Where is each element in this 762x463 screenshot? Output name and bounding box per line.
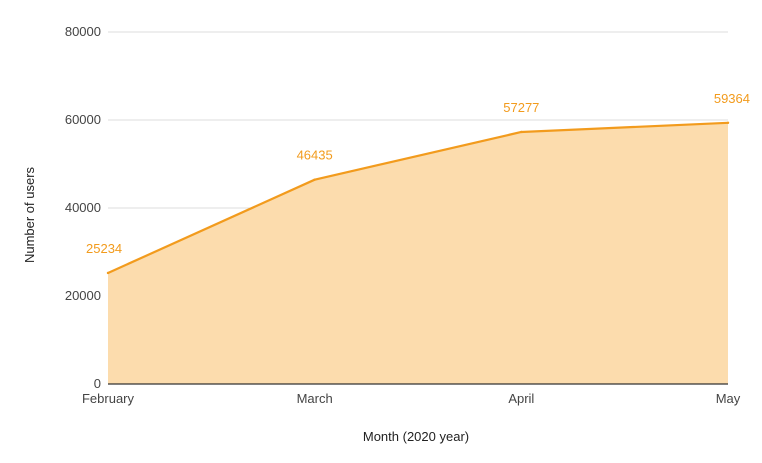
data-label: 46435 bbox=[297, 148, 333, 163]
y-tick-label: 20000 bbox=[65, 288, 101, 303]
y-tick-label: 40000 bbox=[65, 200, 101, 215]
series-line bbox=[106, 121, 730, 275]
data-label: 25234 bbox=[86, 241, 122, 256]
x-axis-title: Month (2020 year) bbox=[363, 429, 469, 444]
y-tick-label: 0 bbox=[94, 376, 101, 391]
data-point bbox=[313, 178, 316, 181]
y-tick-label: 60000 bbox=[65, 112, 101, 127]
y-tick-label: 80000 bbox=[65, 24, 101, 39]
data-point bbox=[106, 271, 110, 275]
x-axis-tick-labels: February March April May bbox=[82, 391, 741, 406]
x-tick-label: February bbox=[82, 391, 135, 406]
y-axis-title: Number of users bbox=[22, 166, 37, 263]
x-tick-label: March bbox=[297, 391, 333, 406]
y-axis-tick-labels: 0 20000 40000 60000 80000 bbox=[65, 24, 101, 391]
area-fill bbox=[108, 122, 728, 384]
x-tick-label: April bbox=[508, 391, 534, 406]
data-labels: 25234 46435 57277 59364 bbox=[86, 91, 750, 256]
data-label: 59364 bbox=[714, 91, 750, 106]
data-label: 57277 bbox=[503, 100, 539, 115]
data-point bbox=[520, 130, 523, 134]
x-tick-label: May bbox=[716, 391, 741, 406]
data-point bbox=[726, 121, 730, 124]
area-series bbox=[106, 121, 730, 384]
